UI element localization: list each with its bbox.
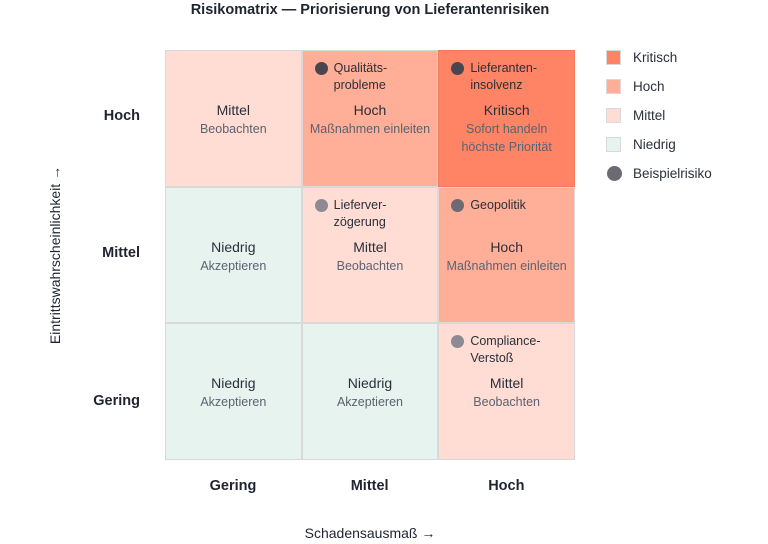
- cell-level: Niedrig: [347, 375, 393, 392]
- risk-dot-icon: [451, 198, 465, 212]
- x-level-hoch: Hoch: [488, 478, 525, 494]
- cell-action: Akzeptieren: [200, 395, 267, 410]
- diagram-title: Risikomatrix — Priorisierung von Liefera…: [190, 2, 550, 18]
- cell-gering-mittel: Niedrig Akzeptieren: [301, 323, 439, 460]
- cell-mittel-hoch: Geopolitik Hoch Maßnahmen einleiten: [438, 186, 575, 324]
- risk-label-line2: probleme: [333, 78, 386, 92]
- cell-hoch-gering: Mittel Beobachten: [165, 50, 302, 187]
- risk-dot-icon: [451, 62, 465, 75]
- risk-dot-icon: [314, 198, 328, 212]
- cell-level: Hoch: [490, 238, 523, 255]
- cell-action: Sofort handeln: [466, 122, 548, 136]
- cell-mittel-mittel: Liefer­ver- zögerung Mittel Beobachten: [301, 186, 439, 324]
- legend-item-niedrig: Niedrig: [606, 135, 756, 155]
- x-level-mittel: Mittel: [350, 478, 389, 494]
- legend-swatch: [606, 50, 621, 65]
- cell-action: Beobachten: [336, 258, 404, 273]
- cell-action: Beobachten: [473, 395, 541, 410]
- cell-level: Niedrig: [211, 238, 256, 255]
- y-level-gering: Gering: [93, 393, 140, 409]
- cell-gering-hoch: Compliance- Verstoß Mittel Beobachten: [438, 323, 575, 460]
- cell-hoch-mittel: Qualitäts- probleme Hoch Maßnahmen einle…: [301, 50, 439, 187]
- x-axis-title: Schadensausmaß →: [304, 525, 436, 541]
- cell-action: Akzeptieren: [200, 258, 267, 273]
- cell-level: Kritisch: [483, 102, 530, 118]
- risk-label-line2: insolvenz: [470, 78, 523, 92]
- legend-item-kritisch: Kritisch: [606, 48, 756, 68]
- cell-level: Mittel: [353, 238, 387, 255]
- cell-action: Akzeptieren: [336, 395, 403, 410]
- risk-matrix: Mittel Beobachten Qualitäts- probleme Ho…: [165, 50, 575, 460]
- legend-label: Hoch: [633, 79, 665, 94]
- legend-item-hoch: Hoch: [606, 77, 756, 97]
- legend-circle-icon: [607, 166, 622, 181]
- cell-action: Maßnahmen einleiten: [446, 258, 567, 273]
- x-level-gering: Gering: [209, 478, 257, 494]
- y-level-hoch: Hoch: [103, 108, 140, 124]
- risk-label-line1: Liefer­ver-: [333, 197, 387, 212]
- legend-swatch: [606, 137, 621, 152]
- legend-label: Kritisch: [633, 50, 678, 65]
- legend-label: Beispielrisiko: [633, 166, 712, 181]
- risk-label-line1: Compliance-: [470, 334, 541, 349]
- cell-level: Niedrig: [211, 375, 256, 392]
- cell-level: Mittel: [489, 375, 524, 392]
- cell-gering-gering: Niedrig Akzeptieren: [165, 323, 302, 460]
- risk-label-line1: Lieferanten-: [470, 61, 538, 75]
- cell-level: Mittel: [216, 102, 251, 118]
- legend-swatch: [606, 108, 621, 123]
- y-level-mittel: Mittel: [102, 245, 140, 261]
- cell-hoch-hoch: Lieferanten- insolvenz Kritisch Sofort h…: [438, 50, 575, 187]
- cell-level: Hoch: [353, 102, 387, 118]
- risk-label-line2: Verstoß: [470, 351, 514, 366]
- legend-item-beispielrisiko: Beispielrisiko: [606, 164, 756, 184]
- risk-label-line1: Qualitäts-: [333, 61, 388, 75]
- cell-action-secondary: höchste Priorität: [461, 140, 552, 154]
- risk-dot-icon: [314, 62, 328, 75]
- legend-label: Niedrig: [633, 137, 676, 152]
- risk-label-line2: zögerung: [333, 214, 386, 229]
- risk-label-line1: Geopolitik: [470, 197, 526, 212]
- legend-item-mittel: Mittel: [606, 106, 756, 126]
- cell-action: Beobachten: [199, 122, 267, 136]
- cell-mittel-gering: Niedrig Akzeptieren: [165, 186, 302, 324]
- risk-dot-icon: [451, 335, 465, 349]
- legend-label: Mittel: [633, 108, 666, 123]
- legend-swatch: [606, 79, 621, 94]
- cell-action: Maßnahmen einleiten: [309, 122, 431, 136]
